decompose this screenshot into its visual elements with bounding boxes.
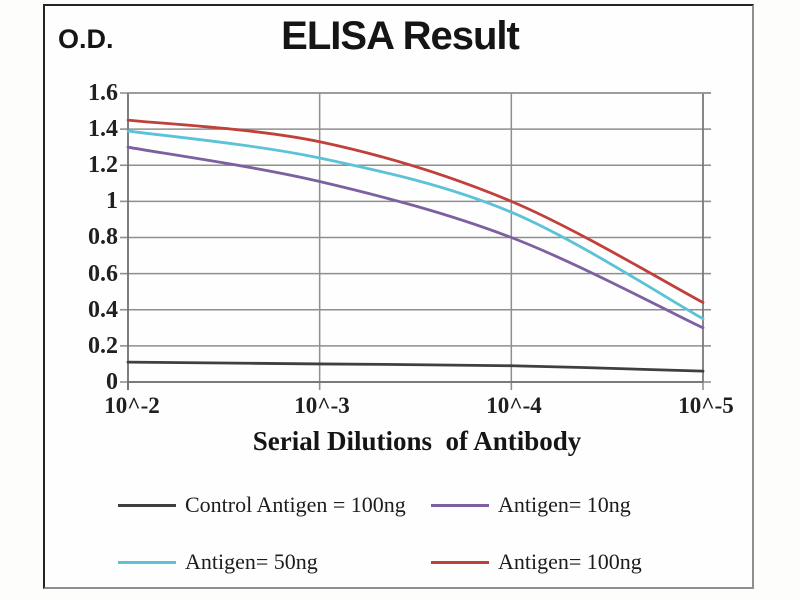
legend-line-swatch bbox=[431, 560, 489, 564]
x-tick-label: 10^-4 bbox=[486, 393, 542, 418]
legend-item-antigen-10ng: Antigen= 10ng bbox=[431, 492, 631, 518]
legend-label: Antigen= 50ng bbox=[185, 549, 318, 574]
y-tick-label: 0.8 bbox=[88, 224, 118, 250]
legend-label: Antigen= 10ng bbox=[498, 492, 631, 517]
y-tick-label: 1.4 bbox=[88, 116, 118, 142]
legend-line-swatch bbox=[118, 503, 176, 507]
y-axis-unit-label: O.D. bbox=[58, 24, 114, 54]
legend-label: Antigen= 100ng bbox=[498, 549, 642, 574]
x-tick-label: 10^-2 bbox=[104, 393, 160, 418]
x-tick-label: 10^-3 bbox=[294, 393, 350, 418]
y-tick-label: 1.2 bbox=[88, 152, 118, 178]
x-axis-title: Serial Dilutions of Antibody bbox=[252, 426, 582, 456]
y-tick-label: 0.2 bbox=[88, 333, 118, 359]
y-tick-label: 0 bbox=[106, 369, 118, 395]
figure-frame bbox=[43, 4, 754, 589]
legend-line-swatch bbox=[118, 560, 176, 564]
legend-item-antigen-100ng: Antigen= 100ng bbox=[431, 549, 642, 575]
y-tick-label: 0.4 bbox=[88, 297, 118, 323]
y-tick-label: 1 bbox=[106, 188, 118, 214]
y-tick-label: 0.6 bbox=[88, 261, 118, 287]
chart-title: ELISA Result bbox=[281, 14, 520, 58]
legend-item-antigen-50ng: Antigen= 50ng bbox=[118, 549, 318, 575]
legend-line-swatch bbox=[431, 503, 489, 507]
y-tick-label: 1.6 bbox=[88, 80, 118, 106]
legend-label: Control Antigen = 100ng bbox=[185, 492, 406, 517]
x-tick-label: 10^-5 bbox=[678, 393, 734, 418]
legend-item-control-antigen: Control Antigen = 100ng bbox=[118, 492, 406, 518]
